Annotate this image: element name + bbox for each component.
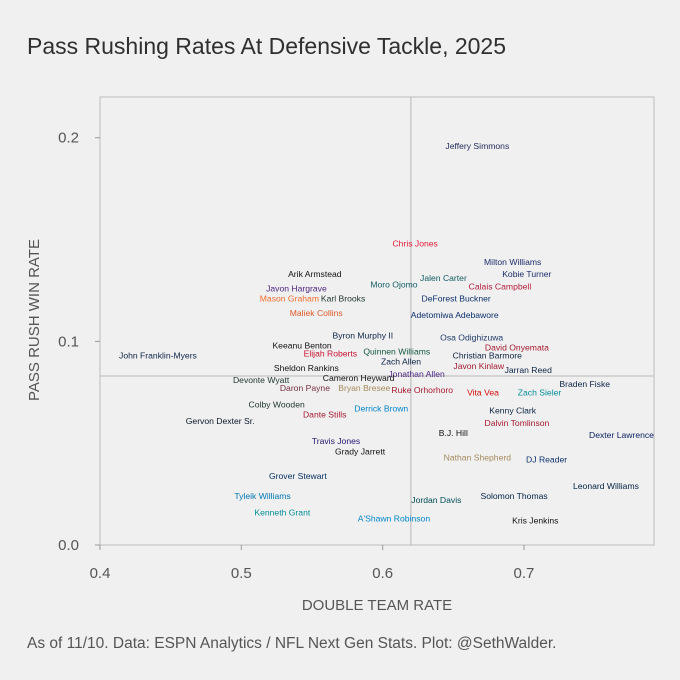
player-label: John Franklin-Myers (119, 351, 197, 361)
x-tick-label: 0.5 (231, 565, 252, 582)
player-label: DJ Reader (526, 454, 567, 464)
player-label: Jalen Carter (420, 273, 467, 283)
player-label: Javon Hargrave (266, 283, 327, 293)
player-label: Mason Graham (260, 294, 319, 304)
player-label: Grover Stewart (269, 471, 327, 481)
player-label: Karl Brooks (321, 294, 365, 304)
player-label: DeForest Buckner (422, 294, 491, 304)
chart-title: Pass Rushing Rates At Defensive Tackle, … (27, 33, 507, 59)
y-axis-title: PASS RUSH WIN RATE (26, 239, 43, 401)
player-label: Arik Armstead (288, 269, 342, 279)
player-label: Kenneth Grant (254, 507, 311, 517)
player-label: Quinnen Williams (363, 347, 430, 357)
player-label: Zach Allen (381, 357, 421, 367)
player-label: Elijah Roberts (304, 349, 358, 359)
player-label: Daron Payne (280, 383, 330, 393)
x-tick-label: 0.6 (372, 565, 393, 582)
player-label: Travis Jones (312, 436, 360, 446)
player-label: Adetomiwa Adebawore (411, 310, 499, 320)
player-label: Nathan Shepherd (444, 452, 512, 462)
player-label: Osa Odighizuwa (440, 332, 503, 342)
player-label: Kobie Turner (502, 269, 551, 279)
x-axis-title: DOUBLE TEAM RATE (302, 597, 452, 614)
player-label: Jeffery Simmons (445, 141, 509, 151)
plot-frame (99, 96, 655, 546)
player-label: Gervon Dexter Sr. (186, 416, 255, 426)
player-label: Keeanu Benton (272, 340, 331, 350)
player-label: Kenny Clark (489, 406, 537, 416)
player-label: Chris Jones (392, 239, 437, 249)
player-label: Solomon Thomas (480, 491, 547, 501)
player-label: Dalvin Tomlinson (485, 418, 550, 428)
player-label: Javon Kinlaw (453, 361, 504, 371)
player-label: A'Shawn Robinson (358, 514, 431, 524)
player-label: Byron Murphy II (333, 330, 394, 340)
player-label: Colby Wooden (249, 399, 305, 409)
y-tick-label: 0.0 (58, 537, 79, 554)
player-label: Dexter Lawrence (589, 430, 654, 440)
player-label: Christian Barmore (453, 351, 522, 361)
chart-caption: As of 11/10. Data: ESPN Analytics / NFL … (27, 635, 557, 652)
player-label: Maliek Collins (290, 308, 343, 318)
player-label: Tyleik Williams (234, 491, 290, 501)
player-label: Cameron Heyward (323, 373, 395, 383)
player-label: Jordan Davis (411, 495, 461, 505)
player-label: Zach Sieler (518, 387, 562, 397)
x-tick-label: 0.4 (90, 565, 111, 582)
player-label: Derrick Brown (354, 404, 408, 414)
player-label: Ruke Orhorhoro (391, 385, 453, 395)
y-tick-label: 0.1 (58, 333, 79, 350)
player-label: Vita Vea (467, 387, 499, 397)
player-label: Sheldon Rankins (274, 363, 339, 373)
player-label: Calais Campbell (469, 281, 532, 291)
player-label: Kris Jenkins (512, 516, 558, 526)
player-label: B.J. Hill (439, 428, 468, 438)
player-label: Devonte Wyatt (233, 375, 290, 385)
player-label: Leonard Williams (573, 481, 639, 491)
y-tick-label: 0.2 (58, 130, 79, 147)
player-label: Grady Jarrett (335, 446, 386, 456)
player-label: Bryan Bresee (338, 383, 390, 393)
player-label: David Onyemata (485, 342, 549, 352)
x-tick-label: 0.7 (514, 565, 535, 582)
player-label: Jarran Reed (505, 365, 553, 375)
player-label: Moro Ojomo (370, 279, 417, 289)
player-label: Dante Stills (303, 410, 346, 420)
player-label: Jonathan Allen (388, 369, 445, 379)
player-label: Braden Fiske (559, 379, 610, 389)
player-label: Milton Williams (484, 257, 541, 267)
